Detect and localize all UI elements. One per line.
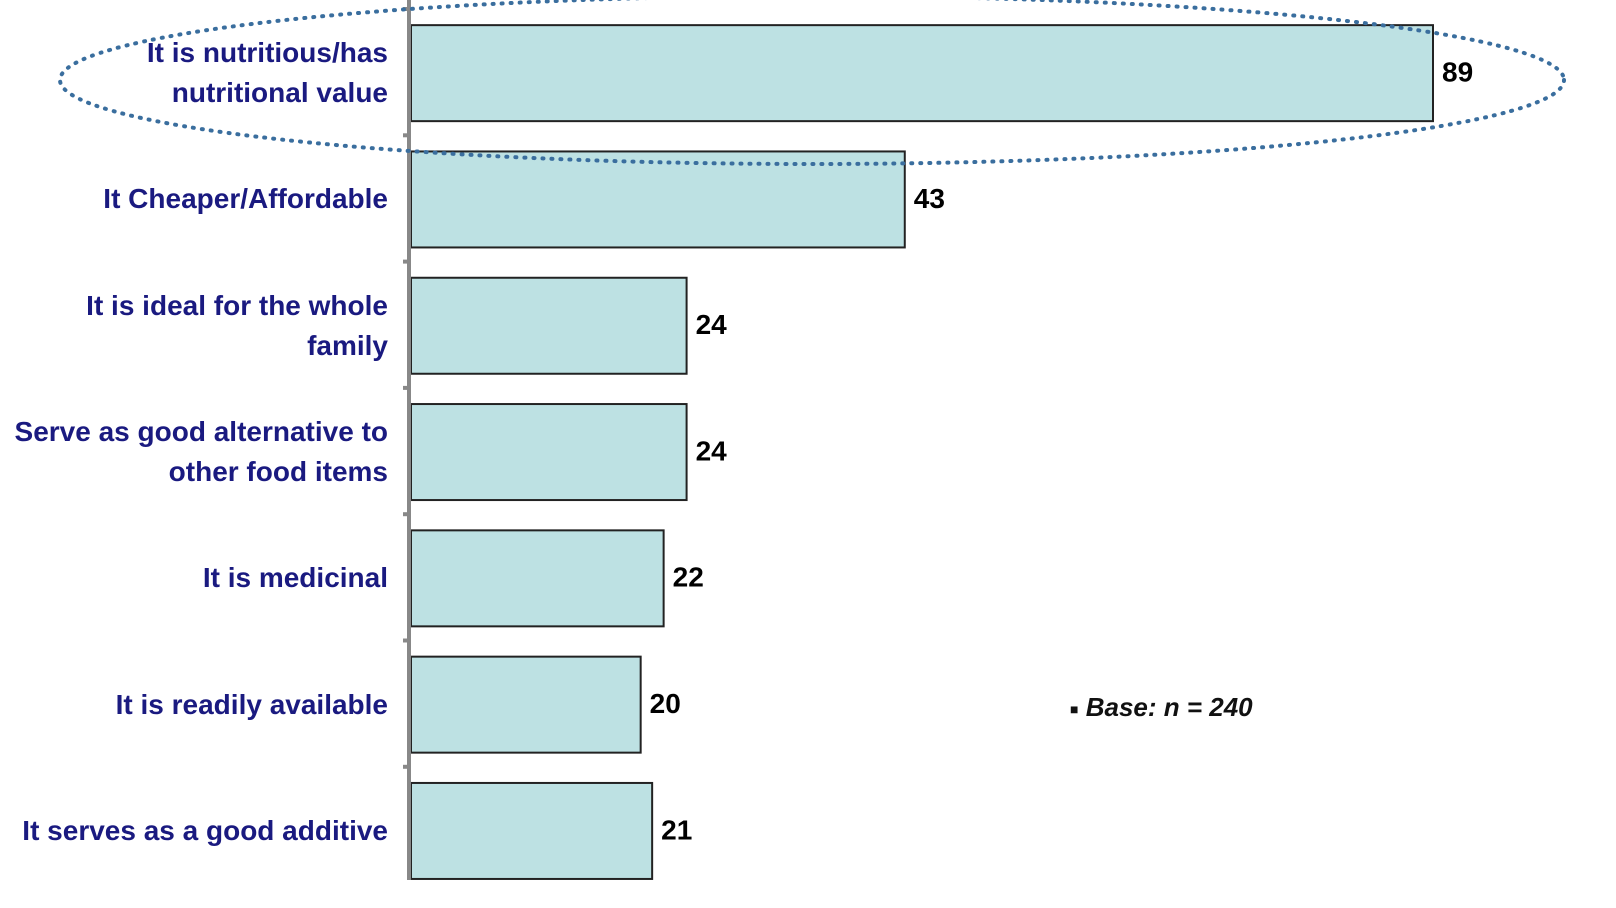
bar — [410, 24, 1434, 123]
category-label: It Cheaper/Affordable — [103, 183, 388, 215]
value-label: 20 — [650, 688, 681, 719]
bar — [410, 276, 688, 375]
category-label: It is medicinal — [202, 562, 388, 594]
value-label: 21 — [661, 814, 692, 845]
base-note-wrap: ■ Base: n = 240 — [1070, 692, 1253, 723]
bar — [410, 529, 665, 628]
value-label: 24 — [696, 435, 728, 466]
category-label: It is nutritious/has nutritional value — [146, 37, 388, 109]
category-label: It serves as a good additive — [22, 814, 388, 846]
category-label: It is ideal for the whole family — [86, 289, 388, 361]
bar — [410, 150, 906, 249]
value-label: 89 — [1442, 57, 1473, 88]
value-label: 24 — [696, 309, 728, 340]
value-label: 22 — [673, 562, 704, 593]
bullet: ■ — [1070, 701, 1079, 718]
bar — [410, 403, 688, 502]
value-label: 43 — [914, 183, 945, 214]
base-note: Base: n = 240 — [1085, 692, 1253, 722]
category-label: Serve as good alternative to other food … — [14, 416, 388, 488]
category-label: It is readily available — [115, 688, 388, 720]
bar — [410, 781, 654, 880]
bar — [410, 655, 642, 754]
highlight-ellipse — [58, 0, 1566, 166]
